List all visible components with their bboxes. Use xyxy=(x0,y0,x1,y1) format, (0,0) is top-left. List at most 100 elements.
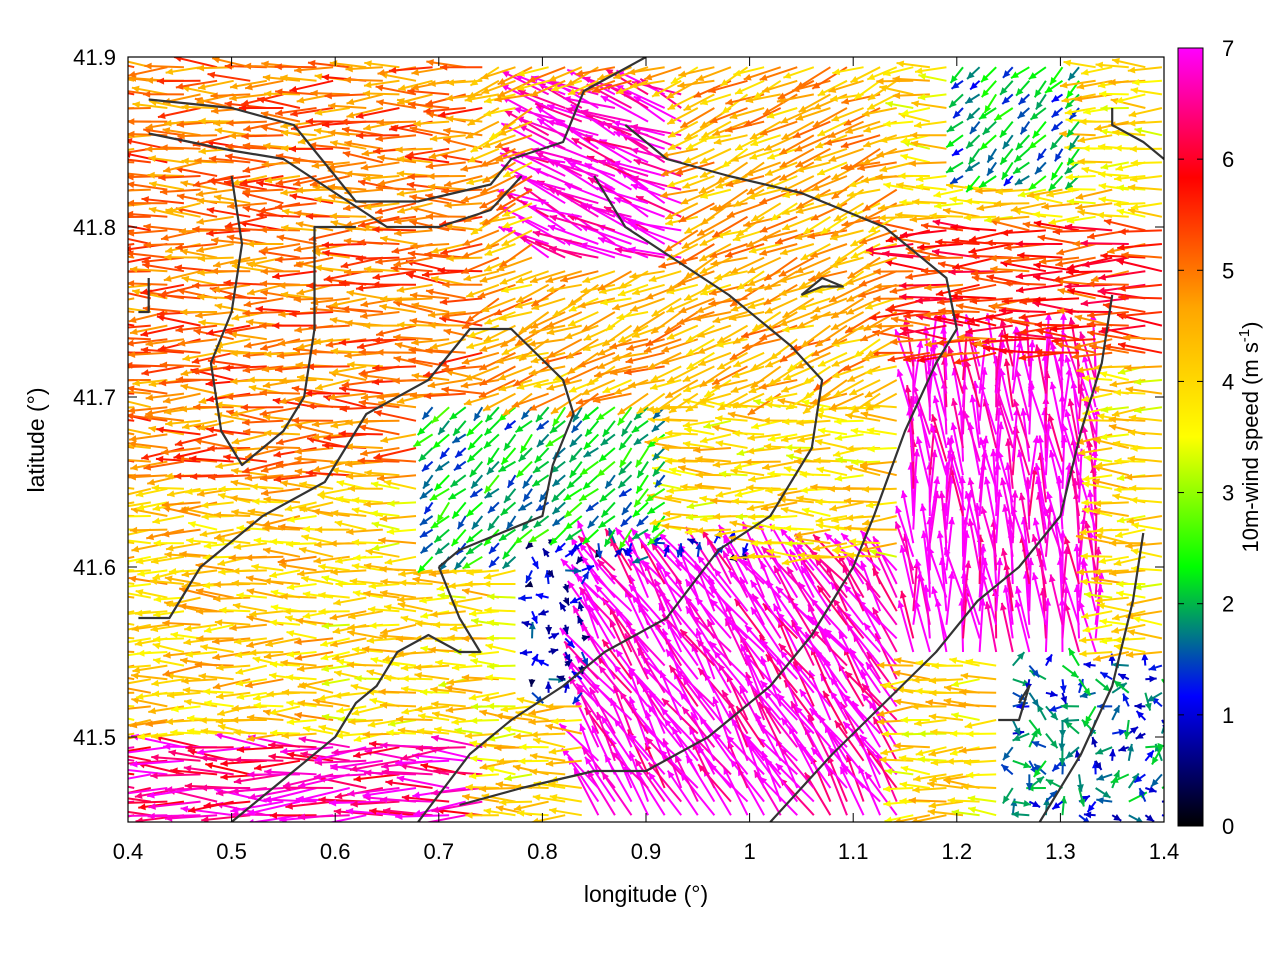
wind-vector-head xyxy=(384,674,392,682)
wind-vector-head xyxy=(286,718,295,726)
wind-vector-head xyxy=(698,764,706,773)
wind-vector xyxy=(754,689,782,735)
wind-vector-head xyxy=(97,670,105,677)
wind-vector xyxy=(201,814,251,822)
wind-vector xyxy=(1161,719,1164,725)
wind-vector xyxy=(679,628,716,667)
wind-vector-head xyxy=(318,608,326,616)
wind-vector-head xyxy=(927,780,935,788)
wind-vector-head xyxy=(479,709,488,717)
wind-vector xyxy=(579,723,600,775)
wind-vector-head xyxy=(1109,749,1116,757)
wind-vector xyxy=(931,586,948,639)
wind-arrows xyxy=(86,57,1172,822)
wind-vector-head xyxy=(844,612,852,620)
wind-vector-head xyxy=(469,755,478,763)
wind-vector-head xyxy=(103,526,110,533)
wind-vector-head xyxy=(374,409,382,417)
wind-vector xyxy=(696,691,732,735)
wind-vector-head xyxy=(397,595,405,603)
wind-vector-head xyxy=(647,705,656,713)
wind-vector-head xyxy=(573,605,580,614)
wind-vector-head xyxy=(791,701,798,710)
wind-vector-head xyxy=(320,640,329,648)
wind-vector-head xyxy=(761,751,769,760)
wind-vector-head xyxy=(932,395,940,404)
wind-vector-head xyxy=(170,729,178,737)
wind-vector-head xyxy=(1031,741,1040,748)
wind-vector-head xyxy=(495,781,504,789)
wind-vector xyxy=(567,661,600,707)
wind-vector xyxy=(829,731,865,776)
wind-vector-head xyxy=(283,607,291,615)
wind-vector xyxy=(744,624,782,667)
wind-vector-head xyxy=(128,575,137,583)
wind-vector-head xyxy=(166,600,175,608)
wind-vector-head xyxy=(465,783,473,791)
wind-vector-head xyxy=(130,463,138,471)
wind-vector-head xyxy=(915,687,923,695)
wind-vector-head xyxy=(198,672,207,680)
wind-vector-head xyxy=(380,628,389,635)
wind-vector-head xyxy=(224,293,232,301)
wind-vector xyxy=(864,771,898,816)
wind-vector-head xyxy=(927,808,936,816)
wind-vector-head xyxy=(984,601,992,610)
wind-vector xyxy=(960,598,965,653)
wind-vector-head xyxy=(117,492,125,499)
wind-vector xyxy=(588,687,616,735)
wind-vector-head xyxy=(99,590,107,597)
wind-vector-head xyxy=(1165,798,1172,805)
wind-vector-head xyxy=(1079,331,1086,340)
wind-vector-head xyxy=(893,657,902,665)
wind-vector-head xyxy=(445,706,454,714)
wind-vector-head xyxy=(163,651,171,659)
wind-vector-head xyxy=(147,791,155,799)
wind-vector-head xyxy=(141,369,150,376)
wind-vector-head xyxy=(148,707,156,715)
wind-vector-head xyxy=(286,699,294,707)
wind-vector-head xyxy=(445,684,453,692)
wind-vector-head xyxy=(184,624,192,632)
wind-vector xyxy=(666,621,699,667)
wind-vector-head xyxy=(964,722,973,729)
wind-vector-head xyxy=(528,718,536,726)
wind-vector-head xyxy=(351,646,360,654)
wind-vector-head xyxy=(672,727,679,736)
wind-vector xyxy=(772,603,799,653)
wind-vector-head xyxy=(199,716,207,724)
wind-vector-head xyxy=(361,645,370,653)
wind-vector-head xyxy=(270,604,279,612)
wind-vector-head xyxy=(780,650,788,659)
wind-vector xyxy=(945,462,949,517)
wind-vector-head xyxy=(102,613,110,620)
wind-vector-head xyxy=(419,596,427,604)
wind-vector xyxy=(128,787,168,795)
wind-vector xyxy=(128,800,168,804)
wind-vector xyxy=(804,631,832,680)
wind-vector-head xyxy=(630,705,638,714)
wind-vector-head xyxy=(118,568,125,575)
wind-vector-head xyxy=(832,524,840,532)
wind-vector-head xyxy=(333,692,342,700)
wind-vector-head xyxy=(842,484,851,492)
wind-vector-head xyxy=(137,733,146,740)
wind-vector-head xyxy=(1081,612,1089,620)
wind-vector-head xyxy=(280,747,288,755)
wind-vector-head xyxy=(318,724,327,732)
wind-vector-head xyxy=(86,776,94,783)
wind-vector-head xyxy=(163,743,171,751)
wind-vector-head xyxy=(513,732,522,740)
wind-vector-head xyxy=(246,641,255,649)
wind-vector-head xyxy=(204,699,212,707)
wind-vector xyxy=(415,746,466,750)
wind-vector-head xyxy=(235,668,244,675)
wind-vector-head xyxy=(532,794,541,802)
wind-vector-head xyxy=(137,649,145,657)
wind-vector xyxy=(745,671,766,721)
wind-vector xyxy=(596,656,633,694)
wind-vector xyxy=(635,769,666,816)
wind-vector xyxy=(128,758,135,762)
wind-vector-head xyxy=(314,526,323,534)
wind-vector xyxy=(1061,585,1068,639)
